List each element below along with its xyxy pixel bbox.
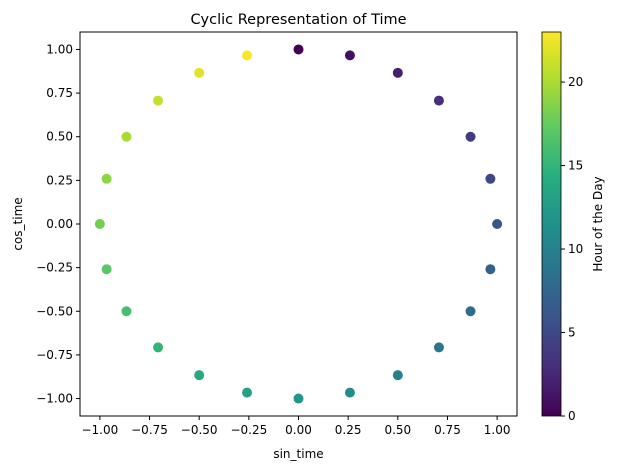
x-tick-label: 0.25	[335, 423, 362, 437]
colorbar-label: Hour of the Day	[591, 176, 605, 271]
scatter-point-hour-22	[194, 67, 205, 78]
y-tick-label: 0.50	[46, 130, 73, 144]
scatter-point-hour-20	[121, 131, 132, 142]
y-tick-label: 0.75	[46, 86, 73, 100]
colorbar	[541, 31, 562, 417]
scatter-point-hour-10	[392, 370, 403, 381]
colorbar-ticks: 0 5 10 15 20	[561, 75, 583, 423]
scatter-point-hour-16	[121, 306, 132, 317]
scatter-point-hour-6	[492, 219, 503, 229]
x-tick-label: 1.00	[484, 423, 511, 437]
colorbar-tick-label: 0	[568, 409, 576, 423]
plot-frame	[79, 31, 518, 417]
scatter-point-hour-2	[392, 67, 403, 78]
y-tick-label: 1.00	[46, 42, 73, 56]
y-tick-label: −0.75	[36, 348, 73, 362]
x-axis-label: sin_time	[273, 447, 323, 461]
x-axis-ticks: −1.00 −0.75 −0.50 −0.25 0.00 0.25 0.50 0.75 1.00	[81, 416, 510, 437]
x-tick-label: 0.00	[285, 423, 312, 437]
colorbar-tick-label: 15	[568, 159, 583, 173]
y-tick-label: 0.00	[46, 217, 73, 231]
y-tick-label: −1.00	[36, 392, 73, 406]
x-tick-label: −1.00	[81, 423, 118, 437]
scatter-points	[94, 44, 503, 404]
scatter-point-hour-23	[242, 50, 253, 61]
scatter-point-hour-7	[485, 264, 496, 275]
scatter-point-hour-17	[101, 264, 112, 275]
y-tick-label: −0.25	[36, 261, 73, 275]
colorbar-tick-label: 5	[568, 326, 576, 340]
scatter-point-hour-18	[94, 219, 105, 229]
scatter-point-hour-12	[293, 393, 304, 404]
y-axis-label: cos_time	[11, 197, 25, 250]
chart-title: Cyclic Representation of Time	[190, 12, 406, 28]
x-tick-label: −0.25	[230, 423, 267, 437]
x-tick-label: −0.75	[131, 423, 168, 437]
scatter-point-hour-3	[433, 95, 444, 106]
scatter-point-hour-9	[433, 342, 444, 353]
scatter-point-hour-14	[194, 370, 205, 381]
y-tick-label: 0.25	[46, 173, 73, 187]
scatter-point-hour-1	[344, 50, 355, 61]
scatter-point-hour-21	[153, 95, 164, 106]
x-tick-label: −0.50	[181, 423, 218, 437]
scatter-point-hour-4	[465, 131, 476, 142]
colorbar-tick-label: 10	[568, 242, 583, 256]
colorbar-tick-label: 20	[568, 75, 583, 89]
scatter-point-hour-5	[485, 173, 496, 184]
scatter-point-hour-15	[153, 342, 164, 353]
x-tick-label: 0.75	[434, 423, 461, 437]
x-tick-label: 0.50	[384, 423, 411, 437]
scatter-point-hour-8	[465, 306, 476, 317]
y-axis-ticks: −1.00 −0.75 −0.50 −0.25 0.00 0.25 0.50 0.75 1.00	[36, 42, 80, 406]
scatter-point-hour-13	[242, 387, 253, 398]
y-tick-label: −0.50	[36, 304, 73, 318]
scatter-point-hour-11	[344, 387, 355, 398]
scatter-point-hour-19	[101, 173, 112, 184]
scatter-point-hour-0	[293, 44, 304, 55]
